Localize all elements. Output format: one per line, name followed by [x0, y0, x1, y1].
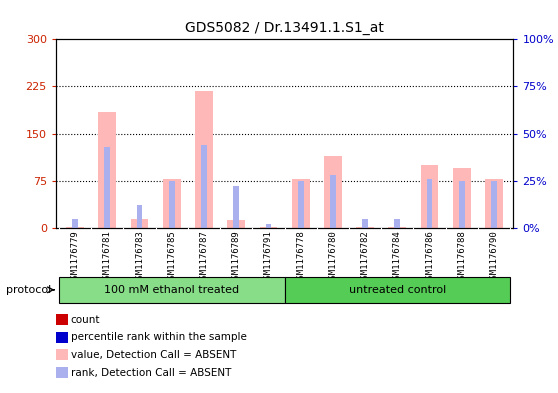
Bar: [131, 219, 148, 228]
Bar: [292, 179, 310, 228]
Bar: [427, 179, 432, 228]
Bar: [330, 175, 336, 228]
Bar: [459, 181, 465, 228]
FancyBboxPatch shape: [285, 277, 510, 303]
Text: percentile rank within the sample: percentile rank within the sample: [71, 332, 247, 342]
Bar: [324, 156, 341, 228]
Bar: [233, 186, 239, 228]
Bar: [453, 168, 470, 228]
Bar: [228, 220, 245, 228]
Bar: [356, 227, 374, 228]
Bar: [395, 219, 400, 228]
Bar: [388, 227, 406, 228]
Bar: [298, 181, 304, 228]
Title: GDS5082 / Dr.13491.1.S1_at: GDS5082 / Dr.13491.1.S1_at: [185, 22, 384, 35]
Bar: [163, 179, 181, 228]
Bar: [201, 145, 207, 228]
Text: untreated control: untreated control: [349, 285, 446, 295]
Bar: [421, 165, 439, 228]
Bar: [259, 227, 277, 228]
Text: value, Detection Call = ABSENT: value, Detection Call = ABSENT: [71, 350, 236, 360]
Bar: [99, 112, 116, 228]
Text: 100 mM ethanol treated: 100 mM ethanol treated: [104, 285, 239, 295]
Text: rank, Detection Call = ABSENT: rank, Detection Call = ABSENT: [71, 367, 231, 378]
Bar: [72, 219, 78, 228]
Bar: [169, 181, 175, 228]
Bar: [485, 179, 503, 228]
Text: protocol: protocol: [6, 285, 51, 295]
Bar: [66, 227, 84, 228]
Bar: [362, 219, 368, 228]
Bar: [137, 205, 142, 228]
Bar: [195, 91, 213, 228]
Text: count: count: [71, 314, 100, 325]
FancyBboxPatch shape: [59, 277, 285, 303]
Bar: [491, 181, 497, 228]
Bar: [104, 147, 110, 228]
Bar: [266, 224, 271, 228]
